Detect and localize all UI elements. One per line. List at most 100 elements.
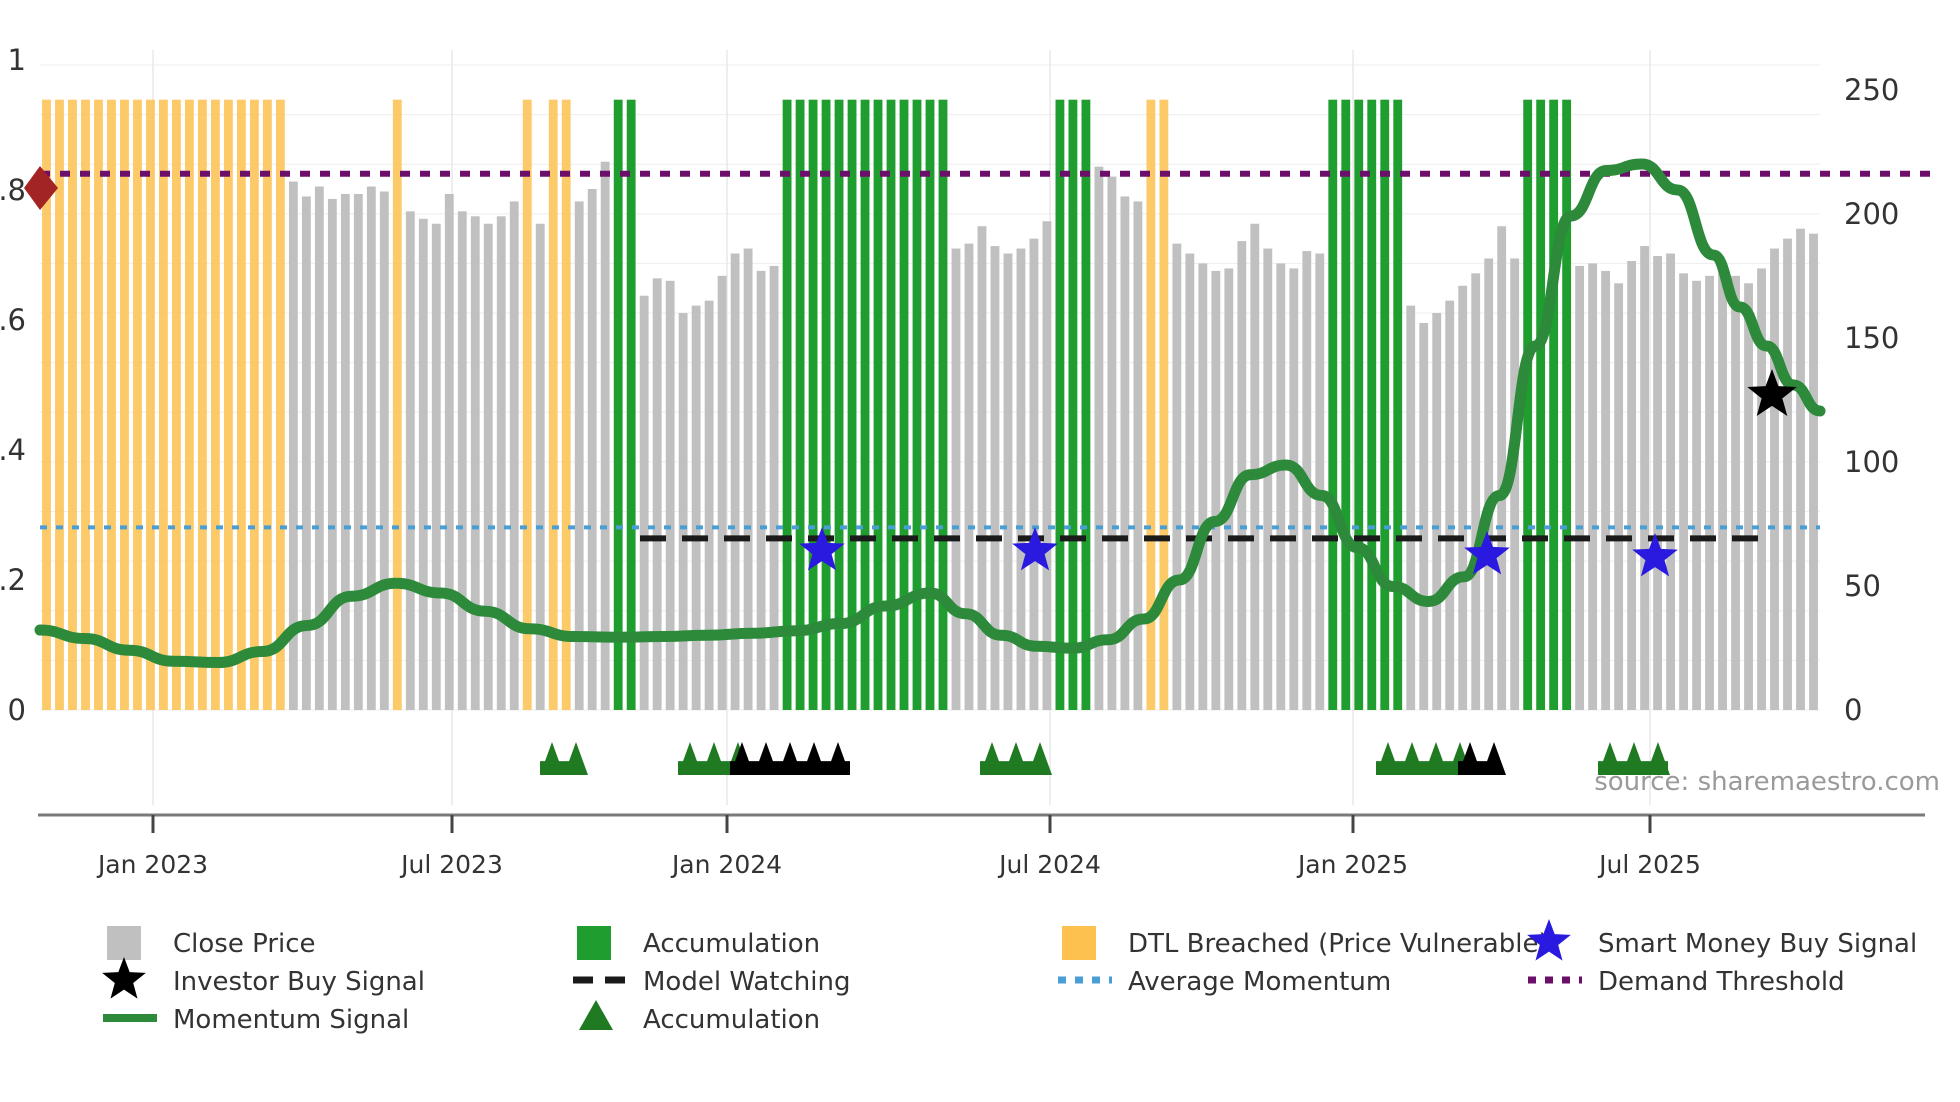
- price-bar: [1107, 176, 1117, 711]
- price-bar: [600, 161, 610, 711]
- price-bar: [1016, 248, 1026, 711]
- price-bar: [1653, 255, 1663, 711]
- legend-item-dtl-breached[interactable]: DTL Breached (Price Vulnerable): [1062, 926, 1549, 960]
- legend-item-accumulation-bar[interactable]: Accumulation: [577, 926, 820, 960]
- price-bar: [717, 275, 727, 710]
- price-bar: [68, 99, 77, 710]
- price-bar: [782, 99, 792, 710]
- accumulation-band: [540, 761, 577, 775]
- price-bar: [1614, 283, 1624, 710]
- price-bar: [1523, 99, 1533, 710]
- price-bar: [392, 99, 402, 710]
- momentum-line: [34, 158, 1826, 669]
- price-bar: [1211, 270, 1221, 710]
- legend-item-average-momentum[interactable]: Average Momentum: [1058, 967, 1391, 997]
- legend-label-accumulation-triangle: Accumulation: [643, 1005, 820, 1035]
- price-bar: [548, 99, 558, 710]
- momentum-signal-path: [34, 158, 1826, 669]
- price-bar: [1640, 246, 1650, 710]
- accumulation-band: [980, 761, 1035, 775]
- legend-swatch-accumulation-bar: [577, 926, 611, 960]
- x-axis-tick-label: Jan 2024: [670, 850, 782, 879]
- accumulation-band: [1376, 761, 1458, 775]
- legend-item-smart-money-buy-signal[interactable]: Smart Money Buy Signal: [1527, 919, 1917, 961]
- left-axis-tick: 0: [8, 693, 26, 727]
- chart-legend: Close Price Accumulation DTL Breached (Pri…: [102, 919, 1917, 1035]
- price-bar: [81, 99, 90, 710]
- legend-item-demand-threshold[interactable]: Demand Threshold: [1528, 967, 1845, 997]
- x-axis-tick-label: Jan 2025: [1296, 850, 1408, 879]
- source-attribution: source: sharemaestro.com: [1594, 767, 1940, 797]
- price-bar: [159, 99, 168, 710]
- legend-item-close-price[interactable]: Close Price: [107, 926, 316, 960]
- price-bar: [886, 99, 896, 710]
- accumulation-band: [730, 761, 850, 775]
- price-bar: [146, 99, 155, 710]
- legend-swatch-dtl-breached: [1062, 926, 1096, 960]
- price-bar: [1172, 243, 1182, 710]
- axes: 0 0.2 0.4 0.6 0.8 1 0 50 100 150 200 250 Jan 2023 Jul…: [0, 43, 1925, 879]
- legend-item-model-watching[interactable]: Model Watching: [573, 967, 850, 997]
- legend-star-investor-buy-signal: [102, 957, 146, 999]
- price-bar: [639, 295, 649, 710]
- left-axis-tick: 0.4: [0, 433, 26, 467]
- price-bar: [1757, 268, 1766, 710]
- price-bar: [288, 181, 298, 710]
- legend-label-accumulation-bar: Accumulation: [643, 929, 820, 959]
- legend-label-average-momentum: Average Momentum: [1128, 967, 1391, 997]
- price-bar: [223, 99, 233, 710]
- price-bar: [457, 211, 467, 710]
- price-bar: [1198, 263, 1208, 710]
- price-bar: [1341, 99, 1351, 710]
- price-bar: [1354, 99, 1364, 710]
- price-bar: [1003, 253, 1013, 710]
- price-bars: [42, 99, 1818, 711]
- price-bar: [1081, 99, 1091, 710]
- legend-label-close-price: Close Price: [173, 929, 316, 959]
- price-bar: [366, 186, 376, 710]
- price-bar: [1185, 253, 1195, 710]
- price-bar: [1575, 265, 1585, 710]
- price-bar: [1250, 223, 1260, 711]
- right-axis-tick: 200: [1844, 197, 1899, 231]
- price-bar: [1419, 322, 1429, 710]
- price-bar: [1718, 270, 1727, 710]
- price-bar: [834, 99, 844, 710]
- x-axis-tick-label: Jul 2025: [1597, 850, 1701, 879]
- price-bar: [587, 189, 597, 710]
- legend-item-momentum-signal[interactable]: Momentum Signal: [103, 1005, 409, 1035]
- legend-label-smart-money-buy-signal: Smart Money Buy Signal: [1598, 929, 1917, 959]
- x-axis-tick-label: Jan 2023: [96, 850, 208, 879]
- price-bar: [405, 211, 415, 710]
- price-bar: [1380, 99, 1390, 710]
- price-bar: [1133, 201, 1143, 710]
- price-bar: [847, 99, 857, 710]
- legend-item-accumulation-triangle[interactable]: Accumulation: [579, 1000, 820, 1035]
- price-bar: [665, 280, 675, 710]
- price-bar: [1588, 263, 1598, 710]
- price-bar: [1432, 313, 1442, 710]
- legend-label-momentum-signal: Momentum Signal: [173, 1005, 409, 1035]
- price-bar: [1224, 268, 1234, 710]
- price-bar: [1731, 275, 1740, 710]
- price-bar: [1627, 260, 1637, 710]
- x-axis-tick-label: Jul 2024: [997, 850, 1101, 879]
- price-bar: [1367, 99, 1377, 710]
- right-axis-tick: 0: [1844, 693, 1862, 727]
- left-axis-tick: 0.8: [0, 173, 26, 207]
- price-bar: [1120, 196, 1130, 710]
- legend-item-investor-buy-signal[interactable]: Investor Buy Signal: [102, 957, 425, 999]
- price-bar: [1068, 99, 1078, 710]
- accumulation-band: [1458, 761, 1490, 775]
- price-bar: [938, 99, 948, 710]
- price-bar: [821, 99, 831, 710]
- price-bar: [509, 201, 519, 710]
- accumulation-marker-row: [540, 742, 1670, 775]
- price-bar: [1393, 99, 1403, 710]
- price-bar: [977, 226, 987, 710]
- price-bar: [1406, 305, 1416, 710]
- price-bar: [340, 193, 350, 711]
- price-bar: [1705, 275, 1714, 710]
- price-bar: [873, 99, 883, 710]
- price-bar: [1497, 226, 1507, 710]
